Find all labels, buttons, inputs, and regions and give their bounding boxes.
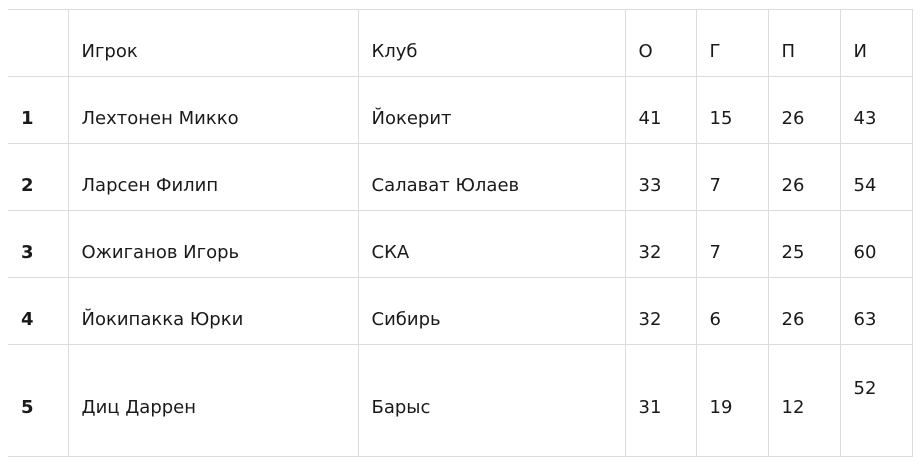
table-row: 1 Лехтонен Микко Йокерит 41 15 26 43 (8, 76, 913, 144)
table-row: 3 Ожиганов Игорь СКА 32 7 25 60 (8, 210, 913, 278)
cell-games: 43 (839, 76, 913, 144)
cell-club: Салават Юлаев (357, 143, 626, 211)
cell-assists: 26 (767, 76, 841, 144)
header-assists: П (767, 9, 841, 77)
cell-club: Барыс (357, 344, 626, 457)
cell-rank: 3 (8, 210, 69, 278)
cell-player: Ожиганов Игорь (67, 210, 359, 278)
header-rank (8, 9, 69, 77)
cell-points: 31 (624, 344, 697, 457)
cell-goals: 15 (695, 76, 769, 144)
cell-player: Йокипакка Юрки (67, 277, 359, 345)
cell-points: 32 (624, 210, 697, 278)
cell-club: Сибирь (357, 277, 626, 345)
cell-games: 63 (839, 277, 913, 345)
cell-assists: 12 (767, 344, 841, 457)
cell-club: СКА (357, 210, 626, 278)
header-points: О (624, 9, 697, 77)
cell-rank: 2 (8, 143, 69, 211)
cell-games: 52 (839, 344, 913, 457)
cell-goals: 7 (695, 210, 769, 278)
cell-player: Диц Даррен (67, 344, 359, 457)
table-row: 5 Диц Даррен Барыс 31 19 12 52 (8, 344, 913, 457)
header-player: Игрок (67, 9, 359, 77)
cell-points: 32 (624, 277, 697, 345)
cell-assists: 25 (767, 210, 841, 278)
cell-points: 41 (624, 76, 697, 144)
cell-goals: 7 (695, 143, 769, 211)
header-club: Клуб (357, 9, 626, 77)
table-row: 4 Йокипакка Юрки Сибирь 32 6 26 63 (8, 277, 913, 345)
cell-assists: 26 (767, 143, 841, 211)
table-row: 2 Ларсен Филип Салават Юлаев 33 7 26 54 (8, 143, 913, 211)
cell-player: Лехтонен Микко (67, 76, 359, 144)
cell-points: 33 (624, 143, 697, 211)
stats-table: Игрок Клуб О Г П И 1 Лехтонен Микко Йокери… (8, 9, 913, 457)
cell-rank: 5 (8, 344, 69, 457)
cell-games: 60 (839, 210, 913, 278)
cell-goals: 19 (695, 344, 769, 457)
cell-assists: 26 (767, 277, 841, 345)
cell-games: 54 (839, 143, 913, 211)
cell-player: Ларсен Филип (67, 143, 359, 211)
header-goals: Г (695, 9, 769, 77)
cell-goals: 6 (695, 277, 769, 345)
header-row: Игрок Клуб О Г П И (8, 9, 913, 77)
cell-club: Йокерит (357, 76, 626, 144)
cell-rank: 1 (8, 76, 69, 144)
cell-rank: 4 (8, 277, 69, 345)
header-games: И (839, 9, 913, 77)
